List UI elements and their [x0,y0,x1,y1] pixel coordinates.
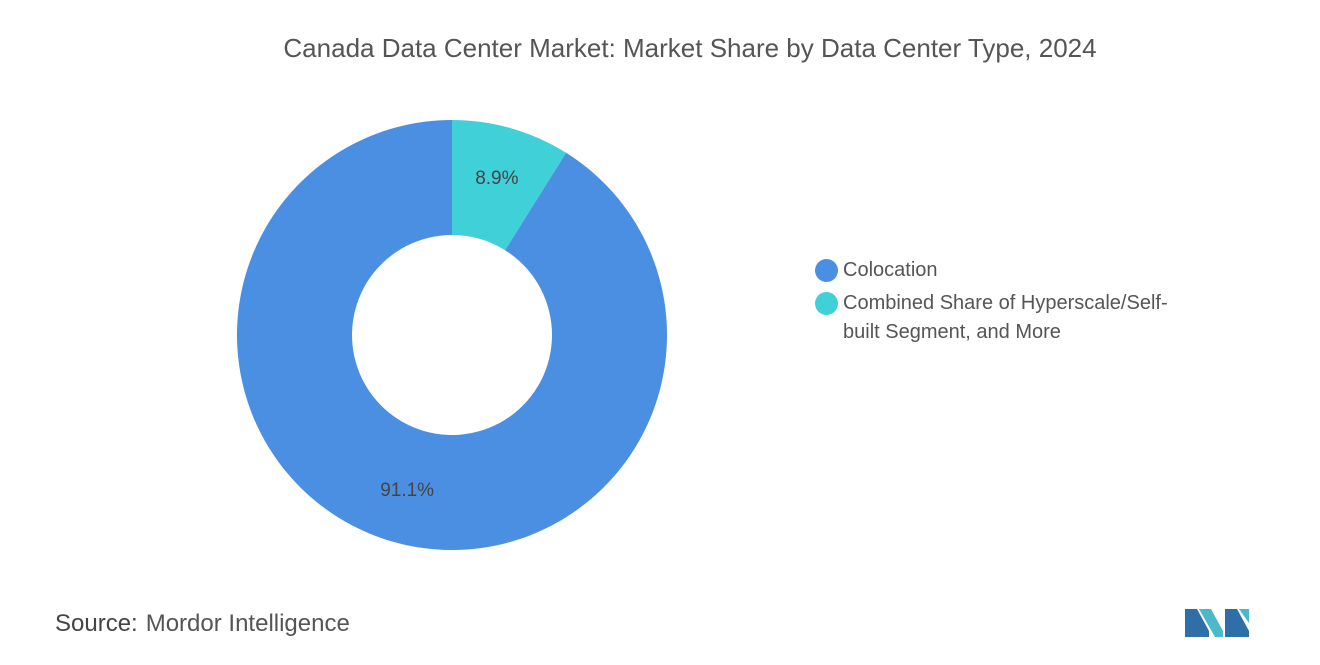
source-name: Mordor Intelligence [145,610,350,637]
legend-item: Colocation [815,256,1185,285]
source: Source: Mordor Intelligence [55,610,350,638]
source-label: Source: [55,610,138,637]
slice [236,120,667,550]
legend-marker [815,259,838,282]
data-label: 8.9% [475,168,518,189]
data-label: 91.1% [380,480,434,501]
chart-title: Canada Data Center Market: Market Share … [283,33,1096,63]
logo [1185,609,1249,637]
legend-label: Colocation [843,259,938,281]
legend-item: Combined Share of Hyperscale/Self-built … [815,289,1185,347]
slice [452,120,567,251]
legend: Colocation Combined Share of Hyperscale/S… [815,256,1185,351]
legend-marker [815,292,838,315]
legend-label: Combined Share of Hyperscale/Self-built … [843,292,1168,343]
